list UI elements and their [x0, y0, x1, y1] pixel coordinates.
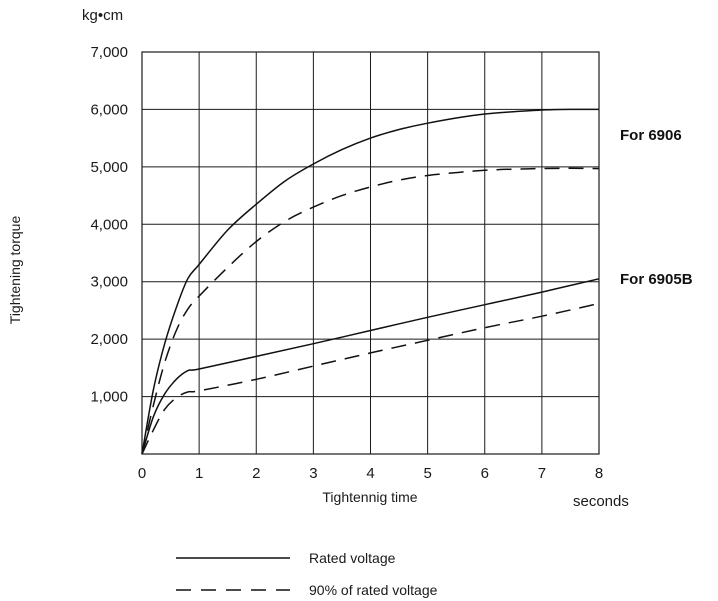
annotation-6905b: For 6905B [620, 271, 693, 288]
annotation-6906: For 6906 [620, 127, 682, 144]
x-tick-label: 1 [195, 465, 203, 482]
grid [142, 52, 599, 454]
series-line-for-6905b-dashed [141, 302, 600, 455]
x-tick-label: 2 [252, 465, 260, 482]
legend: Rated voltage 90% of rated voltage [176, 550, 438, 598]
tick-labels: 0 1 2 3 4 5 6 7 8 1,000 2,000 3,000 4,000 5,000 6,000 7… [90, 44, 603, 482]
y-tick-label: 4,000 [90, 216, 128, 233]
y-tick-label: 2,000 [90, 331, 128, 348]
y-tick-label: 1,000 [90, 389, 128, 406]
y-unit-label: kg•cm [82, 7, 123, 24]
plot-frame [141, 51, 600, 455]
y-tick-label: 3,000 [90, 274, 128, 291]
x-tick-label: 5 [423, 465, 431, 482]
x-tick-label: 6 [481, 465, 489, 482]
y-tick-label: 6,000 [90, 101, 128, 118]
y-tick-label: 5,000 [90, 159, 128, 176]
series-group [141, 108, 600, 455]
series-line-for-6906-dashed [141, 167, 600, 455]
x-tick-label: 8 [595, 465, 603, 482]
x-tick-label: 3 [309, 465, 317, 482]
y-axis-title: Tightening torque [7, 216, 23, 325]
legend-rated-voltage: Rated voltage [309, 550, 396, 566]
x-tick-label: 4 [366, 465, 374, 482]
x-tick-label: 0 [138, 465, 146, 482]
x-axis-title: Tightennig time [322, 489, 417, 505]
y-tick-label: 7,000 [90, 44, 128, 61]
series-line-for-6905b-solid [141, 278, 600, 455]
legend-90-rated-voltage: 90% of rated voltage [309, 582, 438, 598]
x-tick-label: 7 [538, 465, 546, 482]
series-line-for-6906-solid [141, 108, 600, 455]
x-unit-label: seconds [573, 493, 629, 510]
